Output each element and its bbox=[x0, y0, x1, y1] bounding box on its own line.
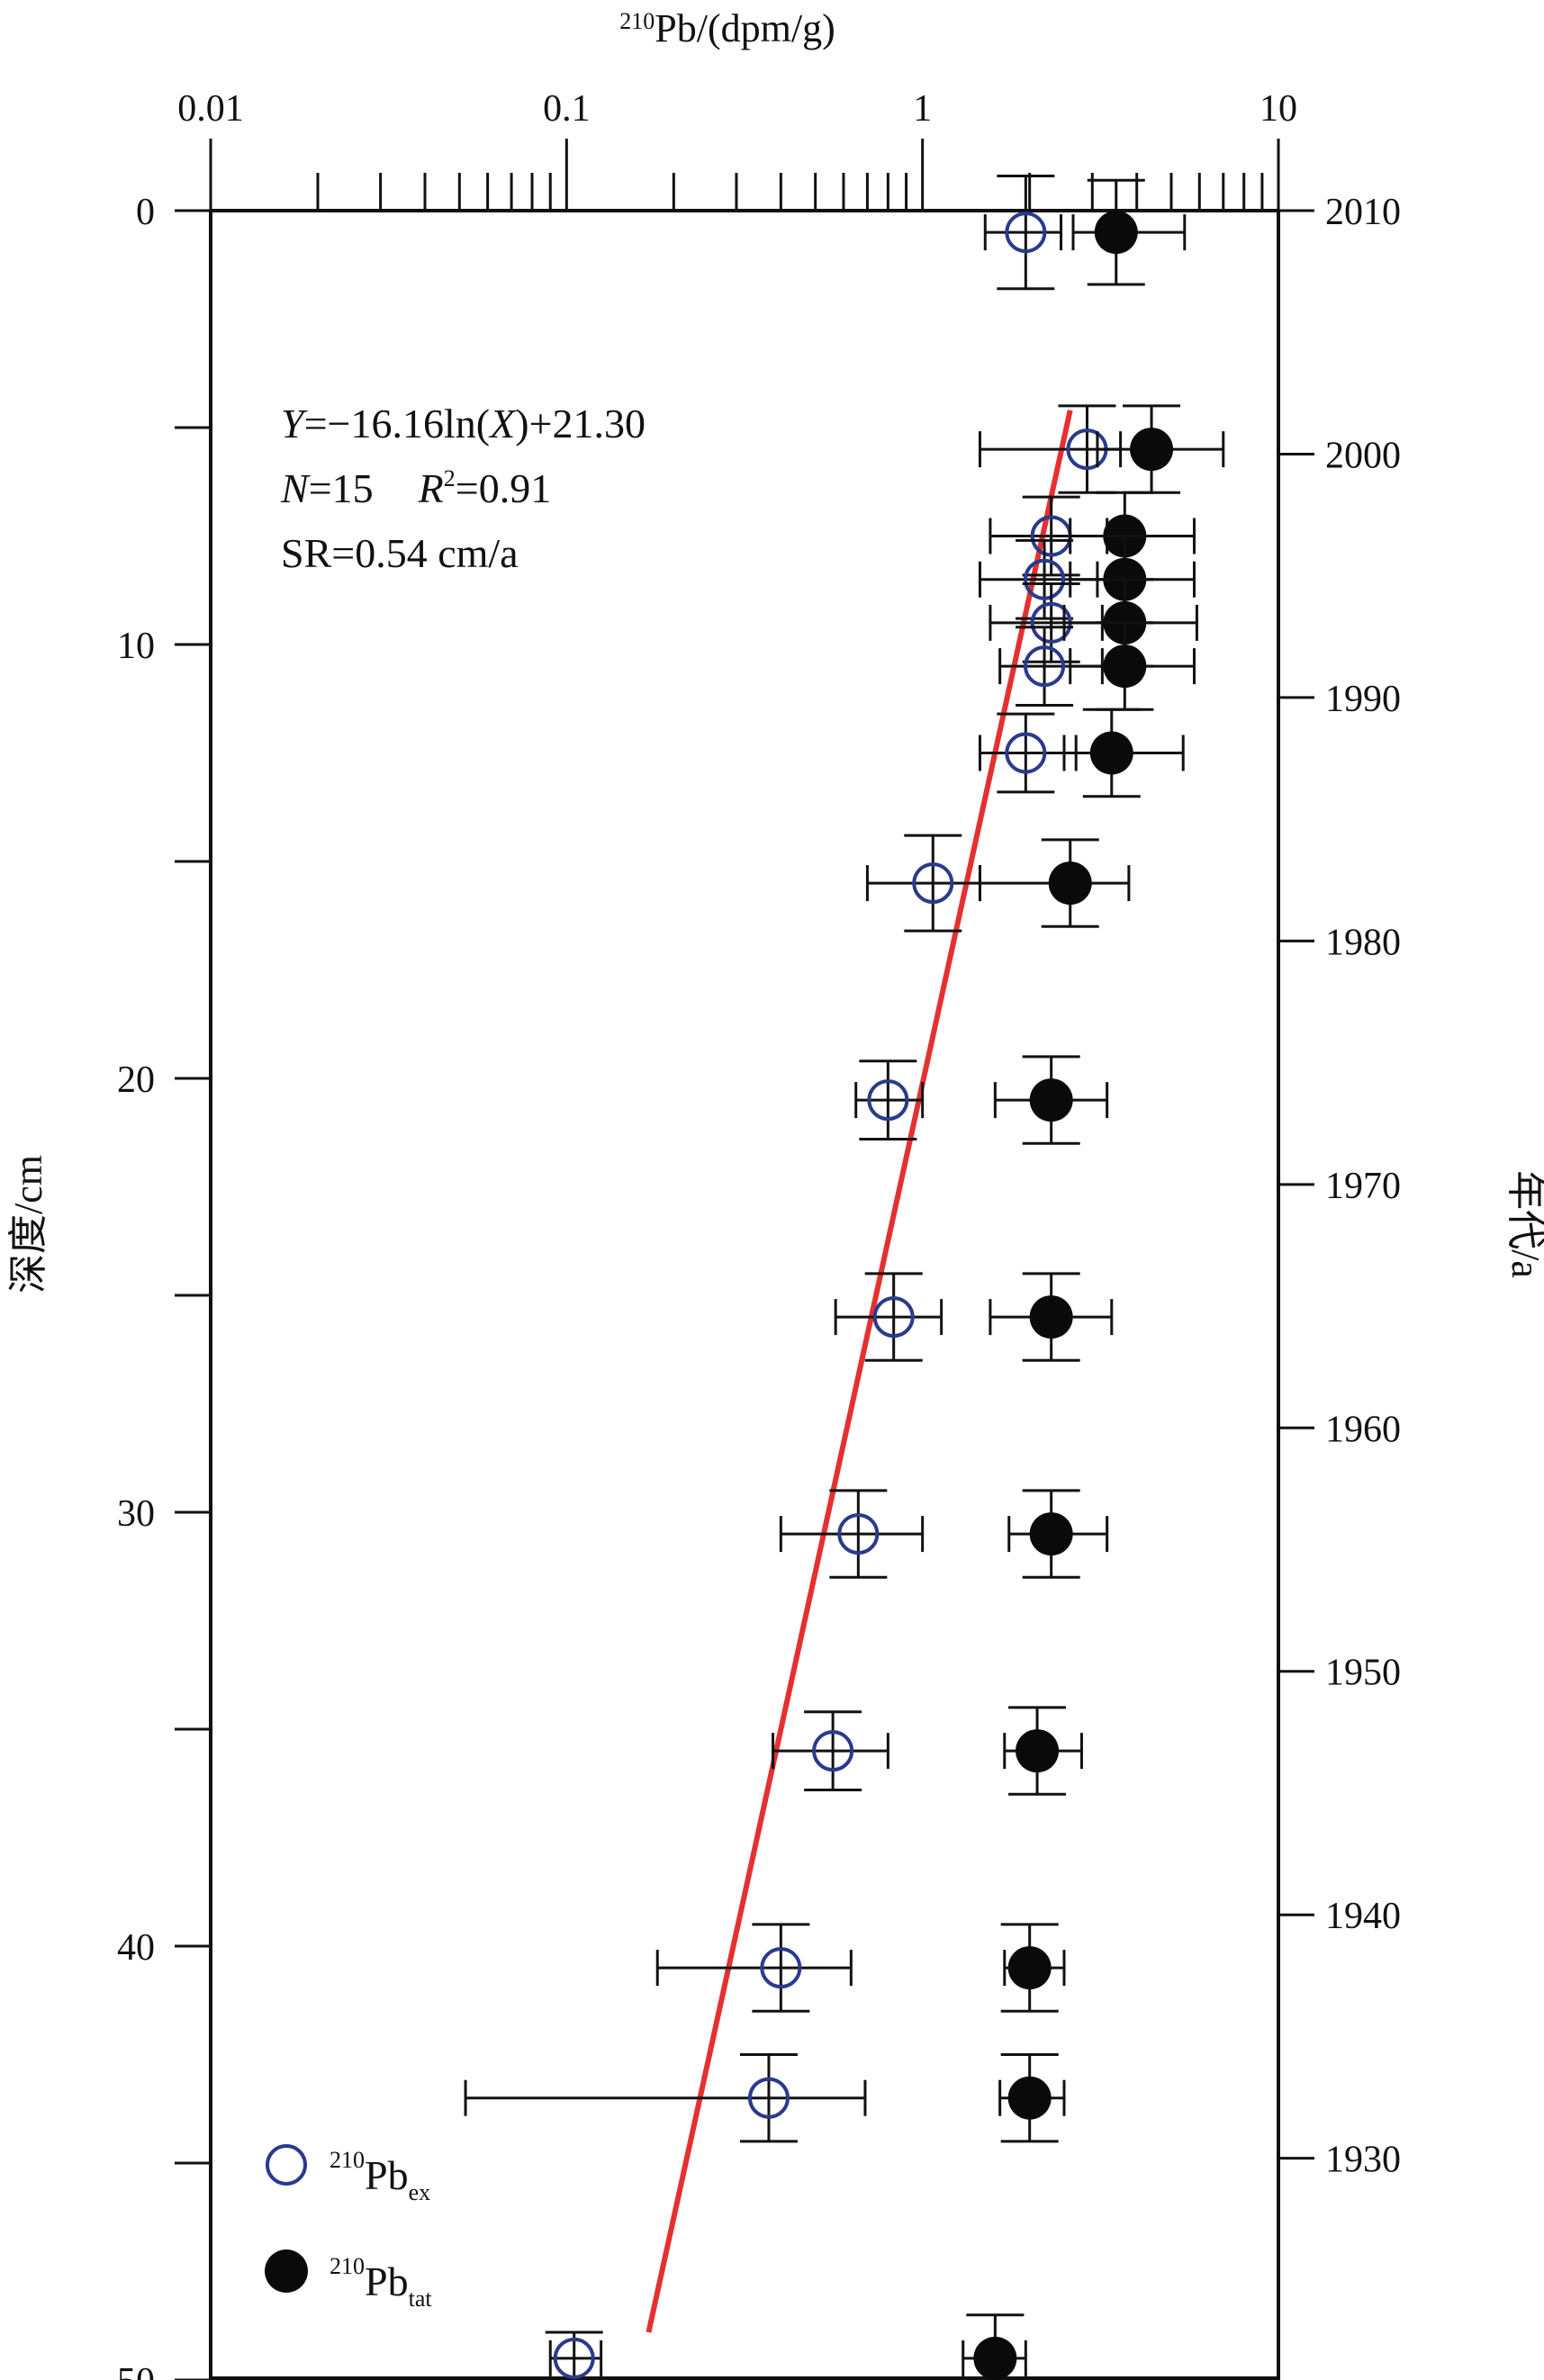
n-value: =15 bbox=[309, 465, 374, 511]
point-tat bbox=[1048, 861, 1092, 906]
point-tat bbox=[1094, 211, 1138, 255]
point-tat bbox=[1007, 2076, 1052, 2120]
error-bars bbox=[978, 712, 1078, 794]
regression-equation: Y=−16.16ln(X)+21.30 bbox=[281, 401, 646, 446]
y2-tick-label: 2000 bbox=[1325, 435, 1401, 476]
regression-annotation: Y=−16.16ln(X)+21.30 N=15 R2=0.91 SR=0.54 … bbox=[280, 401, 646, 576]
legend-ex-main: Pb bbox=[365, 2152, 409, 2198]
point-tat bbox=[1007, 1946, 1052, 1990]
eq-x: X bbox=[488, 401, 517, 446]
legend-tat-main: Pb bbox=[365, 2258, 409, 2304]
error-bars bbox=[655, 1923, 853, 2013]
point-tat bbox=[1016, 1729, 1060, 1773]
y2-tick-label: 1950 bbox=[1325, 1653, 1401, 1694]
legend-ex-sup: 210 bbox=[330, 2147, 365, 2173]
fit-line bbox=[646, 410, 1073, 2333]
x-axis-title-main: Pb/(dpm/g) bbox=[655, 6, 835, 50]
point-tat bbox=[1029, 1295, 1073, 1339]
x-ticks: 0.01 0.1 1 10 bbox=[177, 88, 1297, 211]
error-bars bbox=[779, 1489, 925, 1579]
x-axis-title: 210Pb/(dpm/g) bbox=[619, 6, 835, 50]
point-ex bbox=[872, 1296, 915, 1339]
n-label: N bbox=[280, 465, 311, 511]
error-bars bbox=[464, 2053, 867, 2143]
y2-tick-label: 1930 bbox=[1325, 2140, 1401, 2181]
y2-axis-title: 年代/a bbox=[1503, 1170, 1544, 1278]
y-tick-label: 0 bbox=[136, 192, 155, 233]
y2-tick-label: 1980 bbox=[1325, 922, 1401, 963]
sedimentation-rate: SR=0.54 cm/a bbox=[281, 530, 519, 576]
y-tick-label: 20 bbox=[117, 1059, 155, 1101]
legend-tat-sup: 210 bbox=[330, 2253, 365, 2279]
y-axis-title: 深度/cm bbox=[6, 1155, 50, 1294]
eq-y: Y bbox=[281, 401, 308, 446]
error-bars bbox=[834, 1272, 944, 1362]
eq-end: )+21.30 bbox=[515, 401, 646, 446]
y-ticks: 0 10 20 30 40 50 bbox=[117, 192, 211, 2380]
error-bars bbox=[854, 1059, 925, 1140]
point-tat bbox=[1029, 1078, 1073, 1122]
x-tick-label: 0.1 bbox=[543, 88, 591, 130]
x-tick-label: 10 bbox=[1260, 88, 1297, 130]
point-tat bbox=[1029, 1512, 1073, 1556]
x-tick-label: 1 bbox=[913, 88, 932, 130]
y2-tick-label: 1970 bbox=[1325, 1166, 1401, 1207]
y2-tick-label: 2010 bbox=[1325, 192, 1401, 233]
r-label: R bbox=[418, 465, 444, 511]
series-ex bbox=[464, 174, 1123, 2380]
r-sup: 2 bbox=[444, 465, 456, 491]
point-tat bbox=[1089, 731, 1133, 775]
legend-marker-tat bbox=[265, 2249, 308, 2293]
y-tick-label: 40 bbox=[117, 1927, 155, 1969]
point-ex bbox=[1024, 558, 1066, 600]
y2-tick-label: 1960 bbox=[1325, 1409, 1401, 1450]
error-bars bbox=[865, 834, 981, 933]
point-ex bbox=[837, 1513, 880, 1555]
point-tat bbox=[973, 2336, 1017, 2380]
point-ex bbox=[1024, 645, 1066, 688]
legend-tat-sub: tat bbox=[409, 2285, 433, 2312]
point-tat bbox=[1130, 428, 1174, 472]
fit-line-group bbox=[646, 410, 1073, 2333]
legend-marker-ex bbox=[266, 2144, 307, 2186]
point-ex bbox=[760, 1947, 802, 1989]
y2-ticks: 2010200019901980197019601950194019301920 bbox=[1278, 192, 1401, 2181]
y-tick-label: 30 bbox=[117, 1493, 155, 1535]
legend: 210Pbex 210Pbtat bbox=[265, 2144, 432, 2312]
y-tick-label: 50 bbox=[117, 2361, 155, 2380]
point-ex bbox=[812, 1730, 854, 1772]
point-ex bbox=[553, 2337, 595, 2379]
error-bars bbox=[772, 1710, 889, 1791]
x-axis-title-sup: 210 bbox=[619, 8, 655, 34]
error-bars bbox=[998, 626, 1104, 707]
legend-label-ex: 210Pbex bbox=[330, 2147, 430, 2205]
r-value: =0.91 bbox=[456, 465, 551, 511]
axes bbox=[209, 209, 1280, 2380]
point-tat bbox=[1103, 645, 1147, 689]
error-bars bbox=[983, 174, 1063, 291]
n-r2-line: N=15 R2=0.91 bbox=[280, 465, 551, 511]
eq-mid: =−16.16ln( bbox=[304, 401, 490, 446]
point-ex bbox=[912, 862, 954, 905]
y-tick-label: 10 bbox=[117, 626, 155, 667]
y2-tick-label: 1990 bbox=[1325, 679, 1401, 720]
data-points bbox=[464, 174, 1225, 2380]
series-tat bbox=[962, 178, 1225, 2380]
x-tick-label: 0.01 bbox=[177, 88, 244, 130]
legend-ex-sub: ex bbox=[409, 2179, 431, 2205]
legend-label-tat: 210Pbtat bbox=[330, 2253, 432, 2312]
point-ex bbox=[867, 1079, 909, 1122]
point-ex bbox=[747, 2077, 790, 2119]
y2-tick-label: 1940 bbox=[1325, 1896, 1401, 1937]
point-ex bbox=[1005, 212, 1047, 254]
point-ex bbox=[1005, 732, 1047, 774]
